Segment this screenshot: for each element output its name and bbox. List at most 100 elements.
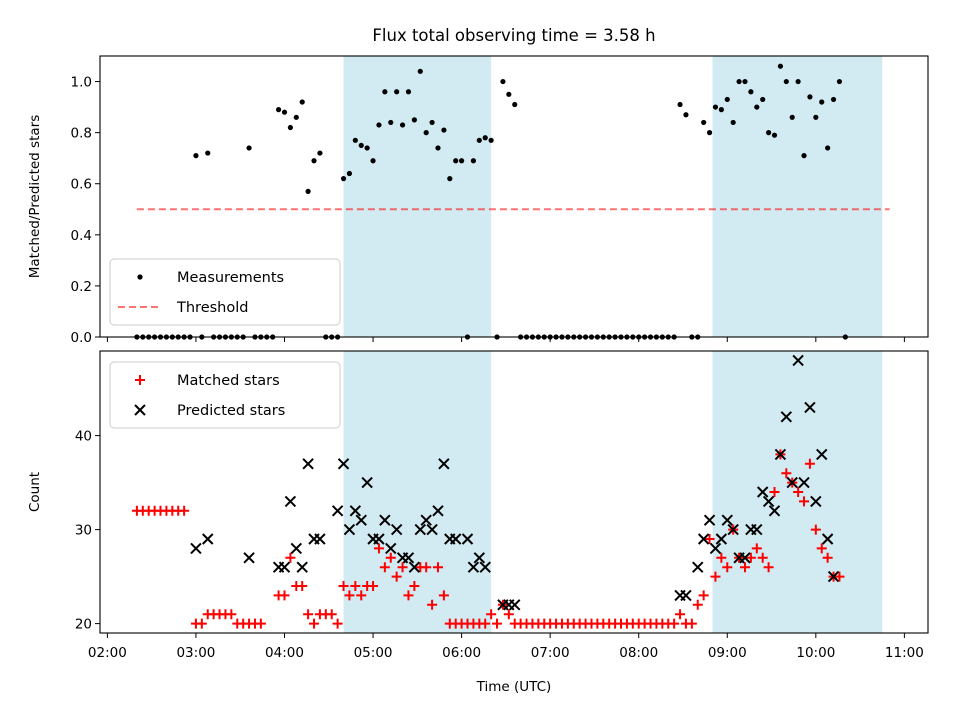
- data-point: [399, 122, 406, 128]
- top-panel: 0.0 0.2 0.4 0.6 0.8 1.0 Matched/Predicted star…: [27, 55, 929, 346]
- data-point: [799, 496, 810, 507]
- x-tick-label: 02:00: [88, 645, 127, 661]
- data-point: [461, 533, 474, 545]
- data-point: [792, 354, 804, 367]
- x-tick-label: 06:00: [442, 645, 481, 661]
- data-point: [509, 599, 521, 611]
- x-tick-label: 11:00: [885, 645, 924, 661]
- data-point: [727, 523, 739, 536]
- data-point: [385, 552, 396, 563]
- data-point: [285, 552, 296, 563]
- data-point: [405, 89, 412, 95]
- data-point: [394, 89, 400, 95]
- data-point: [825, 145, 831, 151]
- data-point: [376, 122, 382, 128]
- data-point: [745, 552, 756, 563]
- series-predicted-stars: [190, 354, 840, 611]
- data-point: [309, 618, 320, 629]
- data-point: [480, 618, 491, 629]
- axes-frame: [99, 55, 929, 338]
- data-point: [724, 96, 730, 103]
- data-point: [739, 552, 751, 564]
- data-point: [243, 552, 255, 564]
- data-point: [683, 112, 689, 118]
- data-point: [756, 486, 769, 498]
- data-point: [760, 96, 766, 103]
- data-point: [373, 533, 385, 545]
- data-point: [692, 561, 704, 573]
- data-point: [801, 153, 807, 159]
- series-matched-stars: [131, 449, 845, 629]
- data-point: [302, 458, 314, 470]
- data-point: [834, 571, 845, 582]
- data-point: [441, 127, 447, 133]
- data-point: [757, 552, 768, 563]
- data-point: [786, 476, 798, 489]
- y-tick-label: 0.0: [71, 330, 92, 346]
- data-point: [810, 524, 821, 535]
- x-tick-label: 07:00: [531, 645, 570, 661]
- x-tick-label: 05:00: [354, 645, 393, 661]
- legend-label: Measurements: [177, 270, 284, 286]
- data-point: [281, 109, 288, 115]
- data-point: [751, 523, 763, 536]
- legend-label: Threshold: [176, 300, 248, 316]
- data-point: [290, 542, 303, 555]
- data-point: [402, 552, 415, 564]
- legend-marker-predicted: [134, 404, 146, 416]
- data-point: [830, 96, 837, 103]
- y-axis-label: Count: [27, 472, 43, 512]
- data-point: [813, 114, 819, 120]
- x-tick-label: 08:00: [619, 645, 658, 661]
- data-point: [287, 124, 293, 131]
- data-point: [278, 561, 291, 573]
- data-point: [344, 590, 355, 601]
- data-point: [697, 533, 710, 545]
- data-point: [473, 552, 486, 564]
- data-point: [765, 130, 772, 136]
- y-tick-label: 1.0: [71, 75, 92, 91]
- data-point: [704, 534, 715, 544]
- data-point: [810, 495, 822, 508]
- data-point: [793, 487, 804, 497]
- data-point: [368, 581, 379, 591]
- data-point: [417, 68, 423, 74]
- data-point: [299, 99, 305, 105]
- data-point: [447, 176, 453, 182]
- legend-marker-measurements: [137, 274, 143, 280]
- data-point: [358, 142, 364, 149]
- data-point: [438, 590, 449, 601]
- data-point: [798, 476, 810, 489]
- y-tick-label: 0.4: [71, 228, 92, 244]
- legend-box: [109, 258, 341, 326]
- data-point: [736, 78, 742, 85]
- data-point: [721, 514, 733, 526]
- data-point: [388, 119, 394, 126]
- data-point: [293, 114, 299, 120]
- data-point: [317, 150, 323, 156]
- data-point: [476, 137, 482, 143]
- data-point: [326, 609, 337, 620]
- data-point: [751, 543, 762, 554]
- data-point: [355, 514, 367, 526]
- data-point: [479, 561, 491, 573]
- bottom-panel: 02:00 03:00 04:00 05:00 06:00 07:00 08:00 09:00…: [27, 350, 929, 661]
- data-point: [337, 458, 350, 470]
- data-point: [279, 590, 290, 601]
- data-point: [420, 514, 432, 526]
- data-point: [193, 153, 199, 159]
- data-point: [789, 114, 795, 120]
- data-point: [669, 618, 680, 629]
- data-point: [432, 505, 444, 517]
- data-point: [692, 599, 703, 610]
- data-point: [675, 609, 686, 620]
- data-point: [777, 63, 784, 69]
- data-point: [754, 104, 760, 110]
- data-point: [712, 104, 719, 110]
- data-point: [226, 609, 237, 620]
- legend: Measurements Threshold: [109, 258, 341, 326]
- data-point: [821, 533, 834, 545]
- data-point: [774, 448, 787, 461]
- data-point: [816, 543, 827, 554]
- data-point: [190, 542, 202, 555]
